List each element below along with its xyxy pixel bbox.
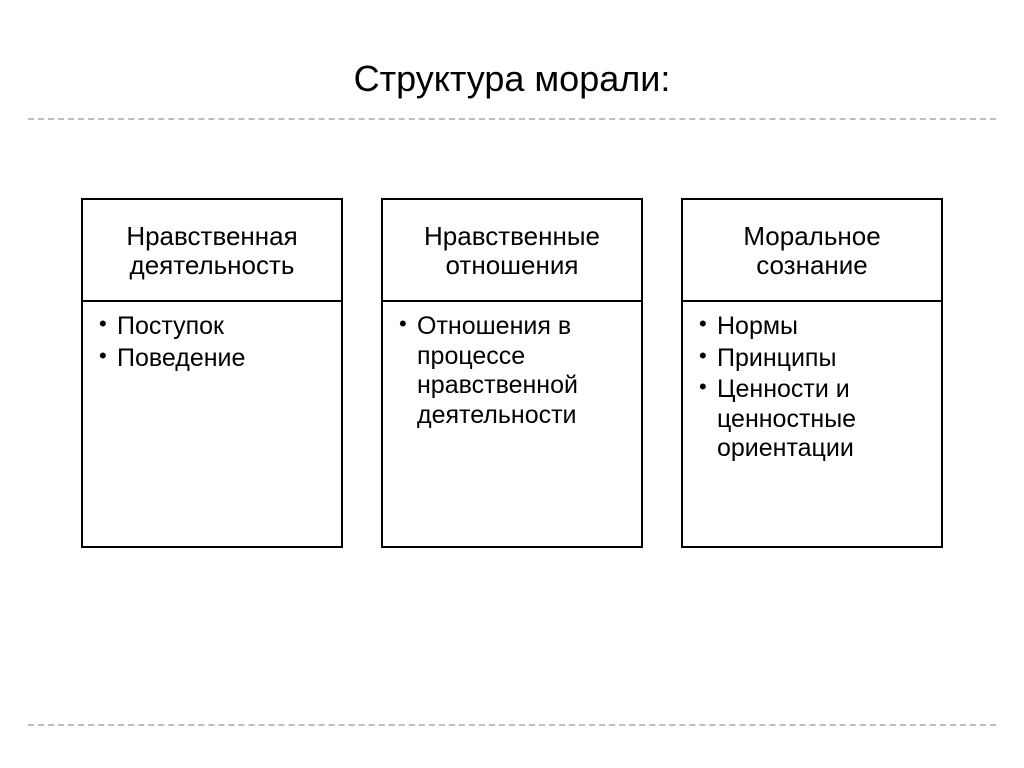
column-body: Нормы Принципы Ценности и ценностные ори…: [683, 302, 941, 546]
column-body: Поступок Поведение: [83, 302, 341, 546]
column-header: Моральное сознание: [683, 200, 941, 302]
list-item: Поступок: [117, 312, 333, 342]
footer-divider-wrap: [0, 724, 1024, 726]
column-header: Нравственные отношения: [383, 200, 641, 302]
item-list: Нормы Принципы Ценности и ценностные ори…: [691, 312, 933, 464]
list-item: Отношения в процессе нравственной деятел…: [417, 312, 633, 430]
column-header: Нравственная деятельность: [83, 200, 341, 302]
page-title: Структура морали:: [0, 0, 1024, 118]
list-item: Нормы: [717, 312, 933, 342]
bottom-divider: [28, 724, 996, 726]
list-item: Принципы: [717, 344, 933, 374]
column-consciousness: Моральное сознание Нормы Принципы Ценнос…: [681, 198, 943, 548]
list-item: Ценности и ценностные ориентации: [717, 375, 933, 464]
item-list: Отношения в процессе нравственной деятел…: [391, 312, 633, 430]
column-body: Отношения в процессе нравственной деятел…: [383, 302, 641, 546]
item-list: Поступок Поведение: [91, 312, 333, 373]
columns-container: Нравственная деятельность Поступок Повед…: [0, 120, 1024, 548]
column-relations: Нравственные отношения Отношения в проце…: [381, 198, 643, 548]
list-item: Поведение: [117, 344, 333, 374]
column-activity: Нравственная деятельность Поступок Повед…: [81, 198, 343, 548]
